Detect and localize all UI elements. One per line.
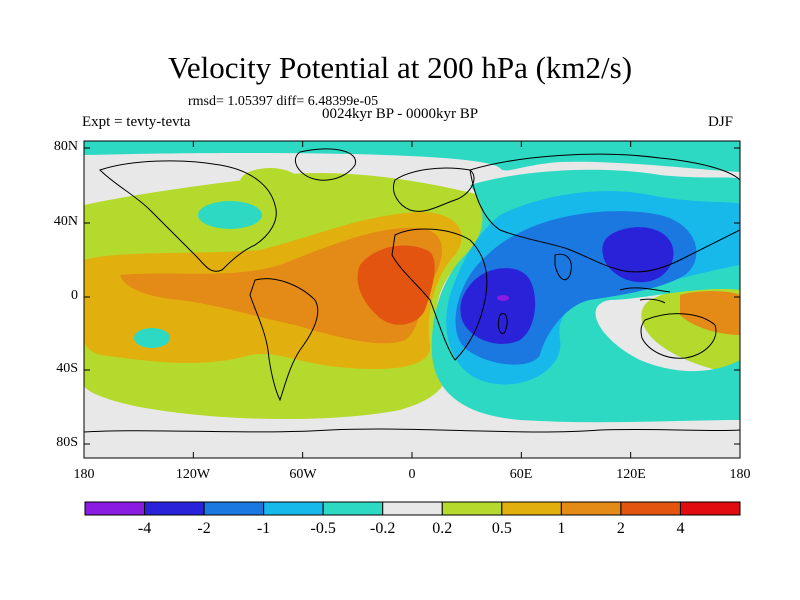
lon-tick-label: 60W <box>289 467 317 482</box>
period-label: 0024kyr BP - 0000kyr BP <box>322 106 479 122</box>
colorbar-swatch <box>144 501 205 516</box>
colorbar-label: 0.5 <box>491 520 512 537</box>
season-label: DJF <box>708 114 734 130</box>
contour-field <box>84 141 740 458</box>
region-neg5 <box>497 295 509 301</box>
colorbar-swatch <box>84 501 146 516</box>
stats-label: rmsd= 1.05397 diff= 6.48399e-05 <box>188 94 379 109</box>
colorbar-label: -0.2 <box>370 520 396 537</box>
colorbar-label: 2 <box>616 520 625 537</box>
coast-asia <box>469 153 740 273</box>
colorbar-swatch <box>263 501 324 516</box>
experiment-label: Expt = tevty-tevta <box>82 114 191 130</box>
lon-tick-label: 180 <box>73 467 95 482</box>
axis-ticks <box>83 141 741 458</box>
region-pos3 <box>120 227 442 344</box>
region-pos4 <box>357 245 435 325</box>
colorbar-swatch <box>441 501 503 516</box>
colorbar-label: -1 <box>256 520 271 537</box>
colorbar-label: -4 <box>137 520 152 537</box>
coast-africa <box>391 228 488 361</box>
coast-madagascar <box>497 313 508 334</box>
coast-indonesia <box>619 287 671 304</box>
lon-tick-label: 120E <box>616 467 646 482</box>
colorbar-label: 1 <box>557 520 566 537</box>
colorbar-swatch <box>322 501 384 516</box>
colorbar-label: 4 <box>676 520 685 537</box>
colorbar-label: -2 <box>197 520 211 537</box>
colorbar-swatch <box>382 501 443 516</box>
coast-south-america <box>249 278 319 402</box>
coast-australia <box>640 313 717 359</box>
region-neg1-pacific <box>84 141 740 172</box>
map-title: Velocity Potential at 200 hPa (km2/s) <box>167 50 633 85</box>
coast-india <box>554 253 572 281</box>
colorbar-label: 0.2 <box>432 520 453 537</box>
lat-tick-label: 40N <box>53 214 78 229</box>
coast-greenland <box>294 148 356 181</box>
colorbar <box>84 501 741 516</box>
coast-europe <box>393 167 475 212</box>
coastlines <box>84 148 740 433</box>
patch-neg1-northamerica <box>198 201 262 229</box>
colorbar-swatch <box>560 501 622 516</box>
lat-tick-label: 40S <box>56 361 78 376</box>
coast-north-america <box>99 160 277 272</box>
colorbar-swatch <box>203 501 265 516</box>
lon-tick-label: 120W <box>175 467 211 482</box>
region-pos3-pacific <box>680 291 740 335</box>
region-neg4-africa <box>460 268 536 344</box>
lat-tick-label: 80S <box>56 435 78 450</box>
region-neg4-asia <box>602 227 674 283</box>
patch-neg1-southpacific <box>134 328 170 348</box>
coast-antarctica <box>84 428 740 433</box>
colorbar-swatch <box>501 501 562 516</box>
lat-tick-label: 80N <box>53 139 78 154</box>
lon-tick-label: 180 <box>729 467 751 482</box>
lon-tick-label: 0 <box>408 467 416 482</box>
colorbar-swatch <box>620 501 681 516</box>
lon-tick-label: 60E <box>509 467 533 482</box>
lat-tick-label: 0 <box>71 288 78 303</box>
colorbar-swatch <box>679 501 741 516</box>
patch-pos1-arctic <box>240 168 300 196</box>
colorbar-label: -0.5 <box>310 520 336 537</box>
